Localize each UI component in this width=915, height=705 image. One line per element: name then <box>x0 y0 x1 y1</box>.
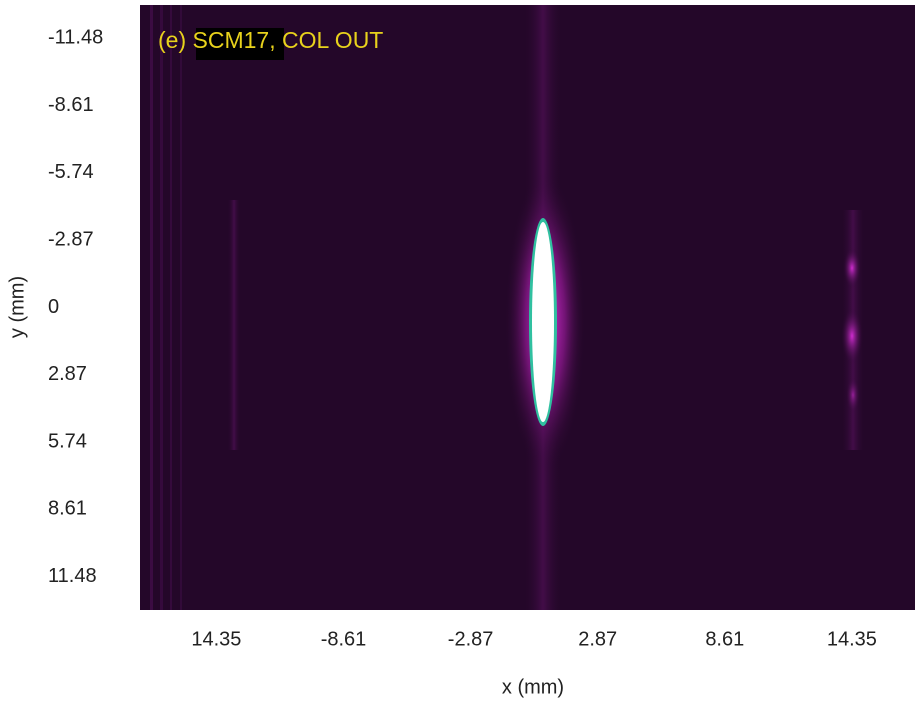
chart-title: (e) SCM17, COL OUT <box>158 27 383 53</box>
y-tick-label: -8.61 <box>48 94 94 116</box>
y-tick-label: -2.87 <box>48 228 94 250</box>
x-tick-label: 14.35 <box>191 628 241 650</box>
y-tick-label: -11.48 <box>48 27 103 49</box>
x-tick-label: 8.61 <box>705 628 744 650</box>
x-tick-label: -8.61 <box>321 628 367 650</box>
y-tick-label: 11.48 <box>48 565 97 587</box>
y-tick-label: 8.61 <box>48 498 87 520</box>
x-axis-label: x (mm) <box>502 676 564 698</box>
x-tick-label: 2.87 <box>578 628 617 650</box>
y-tick-label: -5.74 <box>48 161 94 183</box>
x-tick-label: 14.35 <box>827 628 877 650</box>
y-tick-label: 5.74 <box>48 430 87 452</box>
x-tick-label: -2.87 <box>448 628 494 650</box>
beam-image <box>140 5 915 610</box>
y-tick-label: 2.87 <box>48 363 87 385</box>
y-tick-label: 0 <box>48 296 59 318</box>
y-axis-label: y (mm) <box>6 276 28 338</box>
